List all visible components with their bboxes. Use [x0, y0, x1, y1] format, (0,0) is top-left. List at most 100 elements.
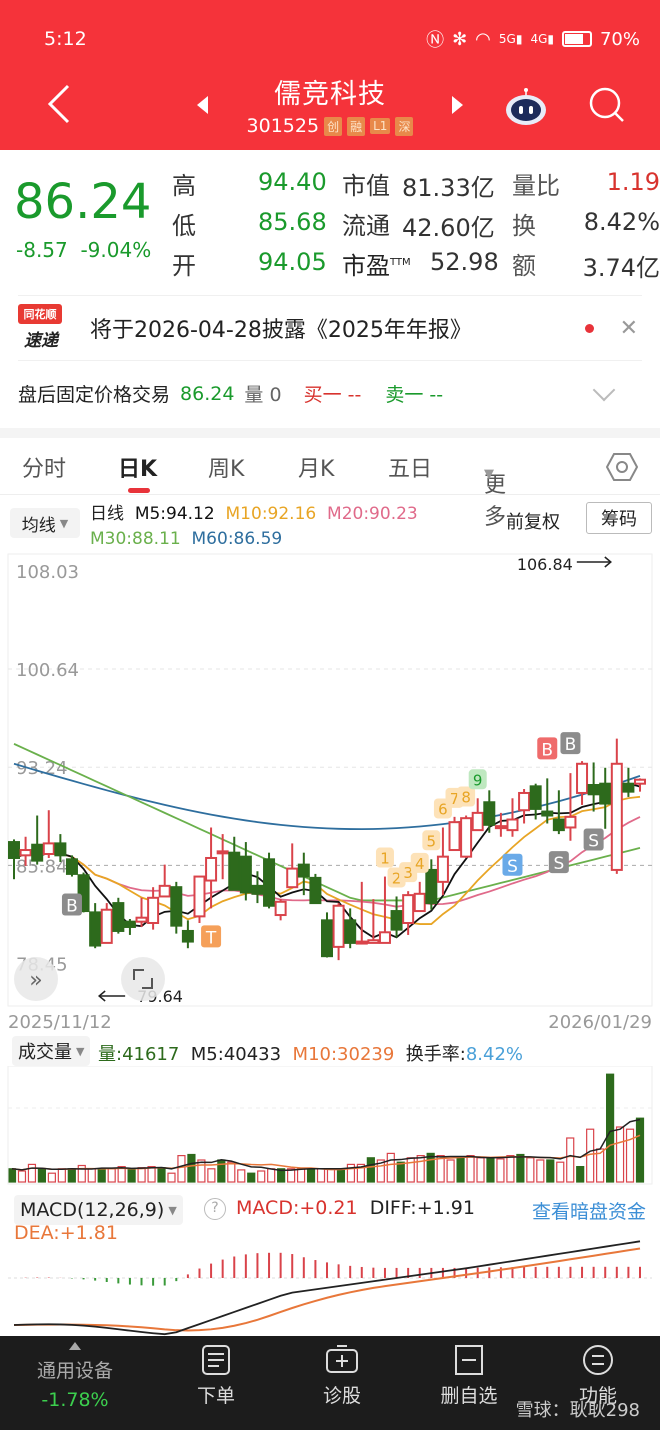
- svg-text:100.64: 100.64: [16, 660, 79, 681]
- volume-chart: [7, 1066, 653, 1185]
- tag-level1: L1: [370, 118, 391, 134]
- wifi-icon: ◠: [475, 28, 491, 50]
- ma-legend: 日线 M5:94.12 M10:92.16 M20:90.23 M30:88.1…: [90, 504, 418, 549]
- current-price: 86.24: [14, 174, 152, 230]
- svg-text:9: 9: [473, 771, 483, 789]
- float-value: 42.60亿: [402, 214, 495, 242]
- mcap-label: 市值: [342, 172, 390, 200]
- tag-chinext: 创: [324, 116, 343, 136]
- signal-5g-icon: 5G▮: [498, 32, 523, 46]
- svg-text:8: 8: [461, 789, 471, 807]
- svg-text:85.84: 85.84: [16, 856, 68, 877]
- svg-text:5: 5: [427, 832, 437, 850]
- turnover-label: 换: [512, 212, 536, 240]
- stock-name: 儒竞科技: [274, 79, 386, 110]
- expand-chevron-icon[interactable]: [592, 378, 616, 402]
- svg-text:B: B: [565, 735, 577, 755]
- high-label: 高: [172, 172, 196, 200]
- back-button[interactable]: [44, 82, 74, 126]
- macd-chart: [8, 1240, 652, 1336]
- dark-pool-link[interactable]: 查看暗盘资金: [531, 1201, 646, 1223]
- diagnose-button[interactable]: 诊股: [314, 1344, 370, 1408]
- help-icon[interactable]: ?: [204, 1198, 226, 1220]
- remove-watchlist-button[interactable]: 删自选: [436, 1344, 502, 1408]
- news-text[interactable]: 将于2026-04-28披露《2025年年报》: [90, 318, 472, 343]
- chip-distribution-button[interactable]: 筹码: [586, 502, 652, 534]
- candlestick-chart[interactable]: 108.03100.6493.2485.8478.45BTSBSBS123456…: [0, 550, 660, 1040]
- tab-monthly-k[interactable]: 月K: [298, 457, 335, 482]
- vol-ratio-value: 1.19: [606, 168, 660, 196]
- watermark: 雪球：耿耿298: [515, 1400, 640, 1421]
- bottom-nav: 通用设备 -1.78% 下单 诊股 删自选 功能 雪球：耿耿298: [0, 1336, 660, 1430]
- ai-assistant-icon[interactable]: [504, 86, 548, 126]
- expand-chart-button[interactable]: »: [14, 957, 58, 1001]
- svg-text:2: 2: [392, 869, 402, 887]
- fullscreen-button[interactable]: [121, 957, 165, 1001]
- macd-legend: MACD:+0.21 DIFF:+1.91: [236, 1197, 475, 1219]
- low-value: 85.68: [258, 208, 327, 236]
- indicator-selector[interactable]: 均线 ▼: [10, 508, 80, 538]
- high-value: 94.40: [258, 168, 327, 196]
- after-hours-price: 86.24: [180, 382, 235, 405]
- battery-icon: [561, 31, 592, 47]
- svg-text:S: S: [507, 857, 518, 877]
- period-tabs: 分时 日K 周K 月K 五日 更多 ▼: [0, 440, 660, 530]
- svg-text:2025/11/12: 2025/11/12: [8, 1012, 112, 1033]
- macd-indicator-selector[interactable]: MACD(12,26,9) ▼: [14, 1195, 183, 1225]
- volume-legend: 量:41617 M5:40433 M10:30239 换手率:8.42%: [98, 1044, 524, 1065]
- search-icon[interactable]: [588, 86, 626, 124]
- prev-stock-button[interactable]: [197, 96, 208, 114]
- svg-text:S: S: [588, 832, 599, 852]
- battery-level: 70%: [599, 28, 640, 50]
- adjust-mode-button[interactable]: 前复权: [506, 512, 560, 533]
- svg-text:106.84: 106.84: [517, 555, 573, 574]
- close-icon[interactable]: ✕: [619, 315, 638, 341]
- bluetooth-icon: ✻: [452, 28, 468, 50]
- vol-ratio-label: 量比: [512, 172, 560, 200]
- svg-text:B: B: [541, 740, 553, 760]
- svg-text:»: »: [29, 968, 42, 993]
- sector-button[interactable]: 通用设备 -1.78%: [30, 1342, 120, 1411]
- settings-icon[interactable]: [606, 452, 638, 482]
- tag-shenzhen: 深: [395, 116, 414, 136]
- tab-daily-k[interactable]: 日K: [118, 457, 158, 482]
- pe-value: 52.98: [430, 248, 499, 276]
- after-hours-label: 盘后固定价格交易: [18, 384, 171, 406]
- price-change: -8.57 -9.04%: [16, 238, 152, 262]
- status-bar: 5:12 Ⓝ ✻ ◠ 5G▮ 4G▮ 70%: [44, 24, 640, 54]
- svg-text:7: 7: [450, 790, 460, 808]
- bid1: 买一 --: [303, 384, 362, 406]
- top-bar: 5:12 Ⓝ ✻ ◠ 5G▮ 4G▮ 70% 儒竞科技 301525 创 融 L…: [0, 0, 660, 150]
- news-logo: 同花顺 速递: [18, 304, 64, 352]
- tab-intraday[interactable]: 分时: [22, 457, 67, 482]
- news-banner[interactable]: 同花顺 速递 将于2026-04-28披露《2025年年报》 ✕: [18, 295, 642, 361]
- status-time: 5:12: [44, 28, 87, 50]
- svg-text:B: B: [66, 897, 78, 917]
- svg-text:4: 4: [415, 855, 425, 873]
- open-value: 94.05: [258, 248, 327, 276]
- svg-text:3: 3: [403, 864, 413, 882]
- amount-label: 额: [512, 252, 536, 280]
- volume-indicator-selector[interactable]: 成交量 ▼: [12, 1036, 91, 1066]
- signal-4g-icon: 4G▮: [530, 32, 554, 46]
- order-button[interactable]: 下单: [188, 1344, 244, 1408]
- low-label: 低: [172, 212, 196, 240]
- svg-text:T: T: [205, 928, 217, 948]
- turnover-value: 8.42%: [583, 208, 660, 236]
- svg-text:1: 1: [380, 850, 390, 868]
- unread-dot: [585, 323, 594, 333]
- next-stock-button[interactable]: [452, 96, 463, 114]
- order-icon: [202, 1345, 230, 1375]
- tab-five-day[interactable]: 五日: [388, 457, 433, 482]
- svg-text:2026/01/29: 2026/01/29: [548, 1012, 652, 1033]
- function-icon: [583, 1345, 613, 1375]
- after-hours-row: 盘后固定价格交易 86.24 量 0 买一 -- 卖一 --: [18, 380, 443, 407]
- function-button[interactable]: 功能: [570, 1344, 626, 1408]
- pe-label: 市盈TTM: [342, 252, 411, 280]
- open-label: 开: [172, 252, 196, 280]
- svg-text:93.24: 93.24: [16, 758, 68, 779]
- tab-weekly-k[interactable]: 周K: [208, 457, 245, 482]
- after-hours-volume: 0: [269, 384, 282, 406]
- nfc-icon: Ⓝ: [426, 30, 445, 51]
- float-label: 流通: [342, 212, 390, 240]
